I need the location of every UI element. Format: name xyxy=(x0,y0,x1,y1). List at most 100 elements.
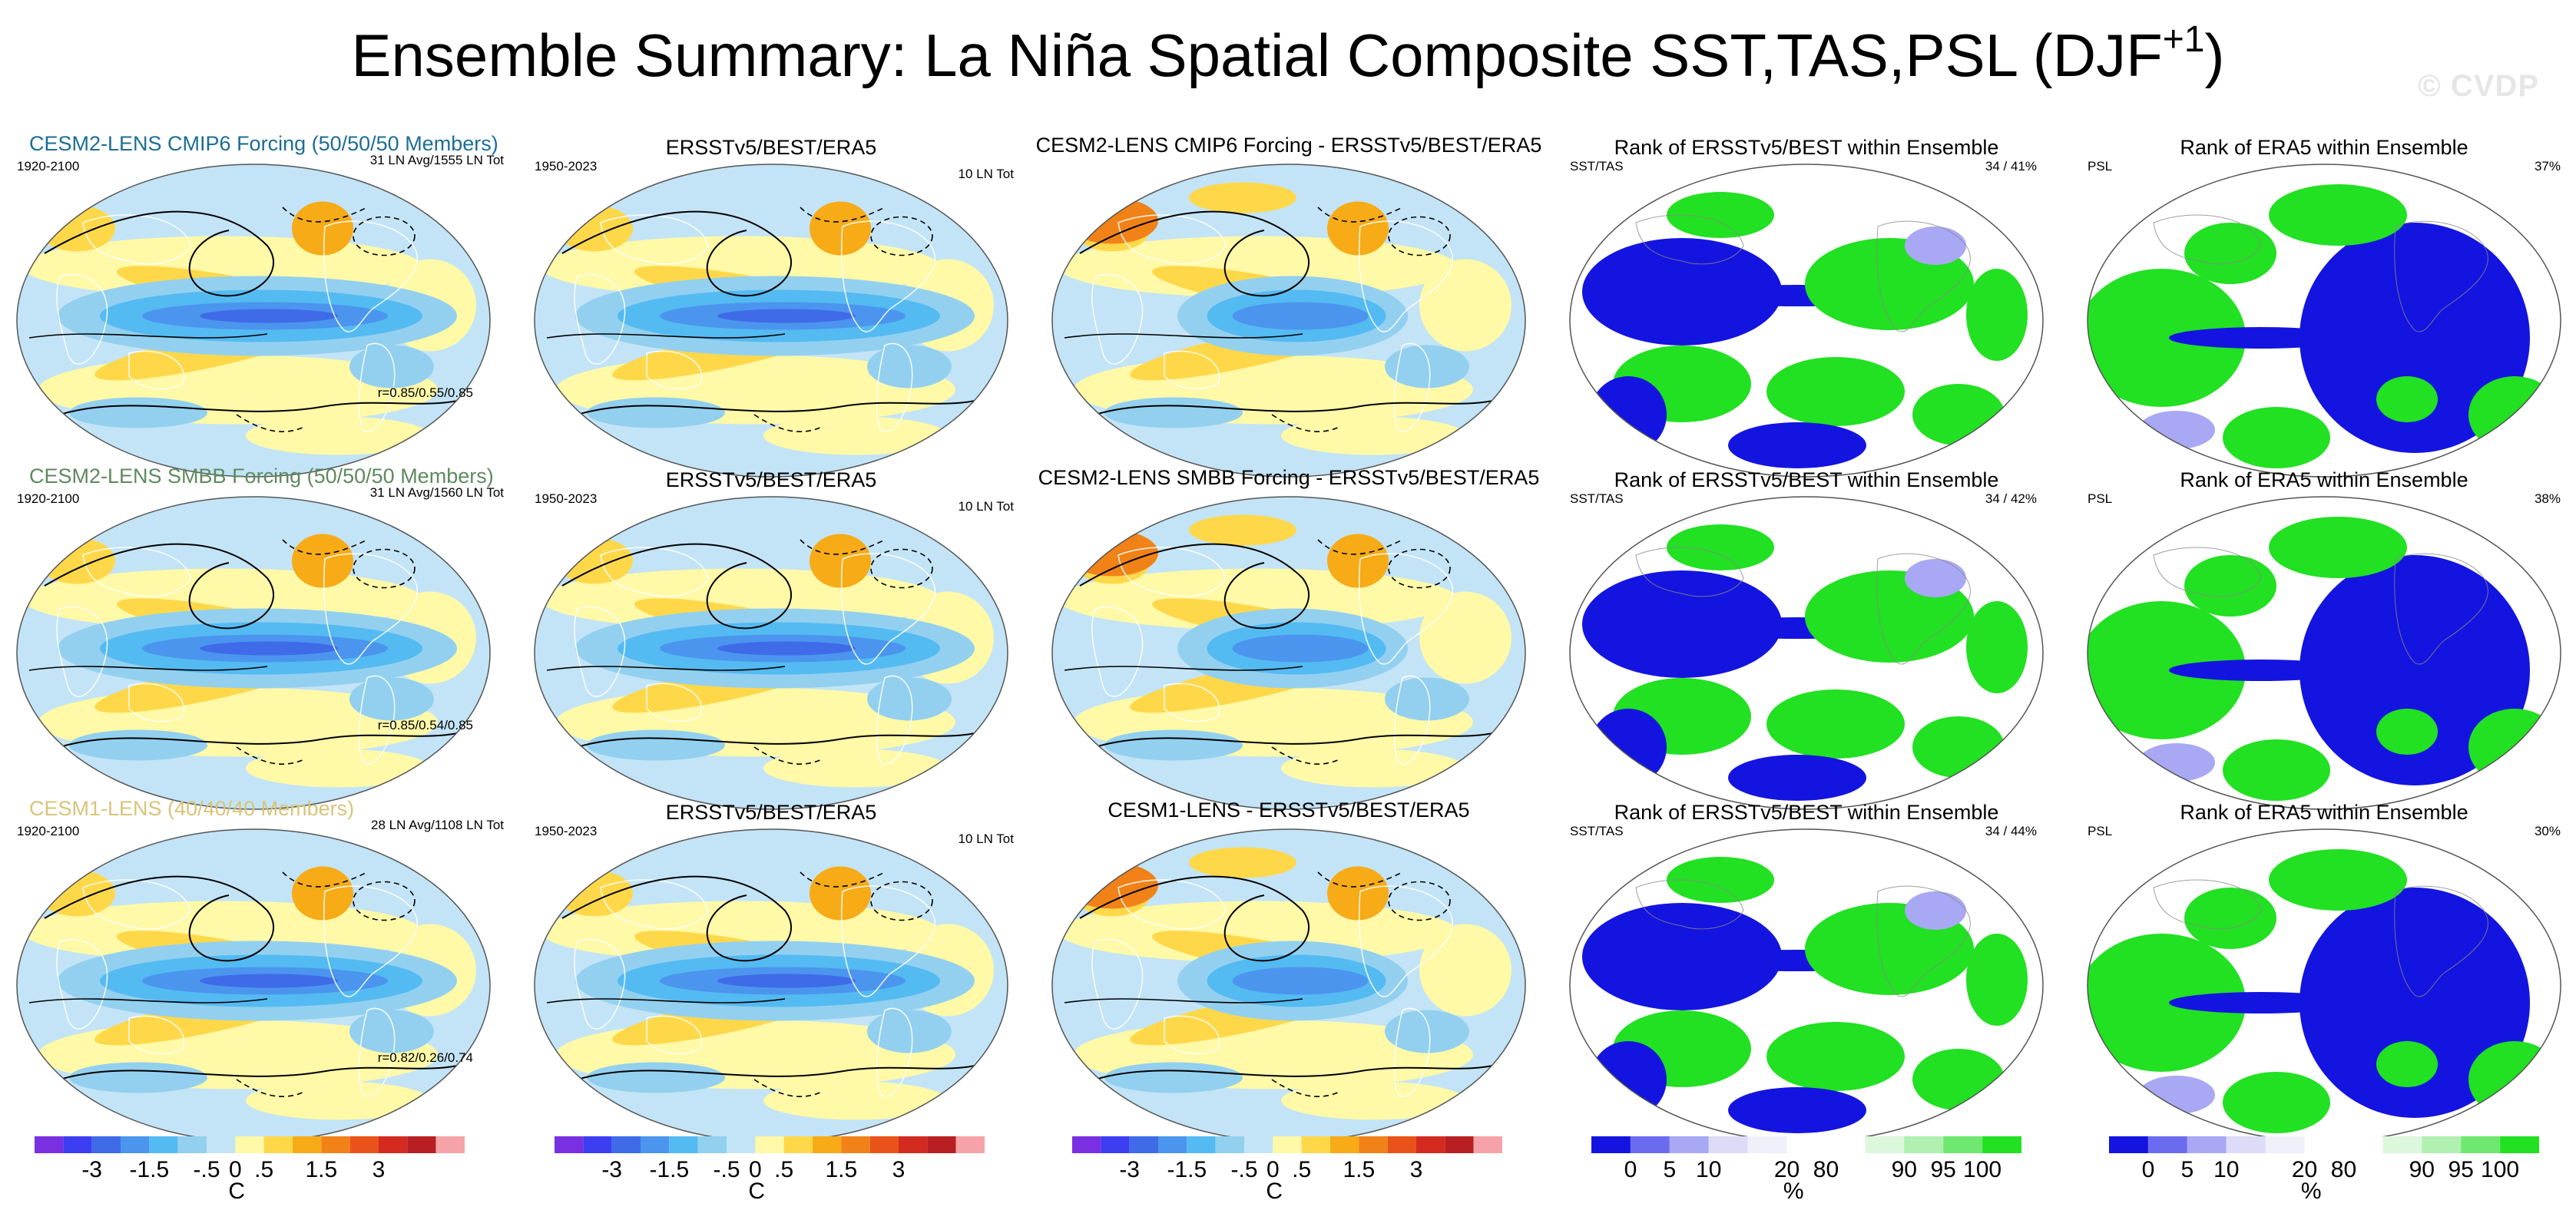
rank-sst-percent: 34 / 41% xyxy=(1985,159,2037,174)
diff-panel-title: CESM1-LENS - ERSSTv5/BEST/ERA5 xyxy=(1108,798,1470,822)
colorbar-tick-label: 3 xyxy=(372,1157,386,1182)
colorbar-swatch xyxy=(1101,1136,1130,1153)
colorbar-temp-1 xyxy=(35,1136,465,1153)
rank-psl-variable: PSL xyxy=(2088,159,2113,174)
colorbar-tick-label: 20 xyxy=(2291,1157,2318,1182)
colorbar-tick-label: -.5 xyxy=(193,1157,220,1182)
model-correlation: r=0.82/0.26/0.74 xyxy=(377,1050,473,1065)
colorbar-tick-label: 5 xyxy=(1663,1157,1677,1182)
colorbar-swatch xyxy=(899,1136,928,1153)
colorbar-swatch xyxy=(1301,1136,1330,1153)
colorbar-tick-label: -3 xyxy=(81,1157,102,1182)
map-r2-c2 xyxy=(534,496,1008,810)
colorbar-tick-label: .5 xyxy=(774,1157,794,1182)
colorbar-tick-label: 0 xyxy=(228,1157,242,1182)
colorbar-swatch xyxy=(2304,1136,2344,1153)
colorbar-tick-label: 5 xyxy=(2180,1157,2194,1182)
colorbar-swatch xyxy=(1215,1136,1244,1153)
colorbar-swatch xyxy=(727,1136,756,1153)
rank-sst-variable: SST/TAS xyxy=(1570,159,1624,174)
colorbar-swatch xyxy=(207,1136,236,1153)
colorbar-swatch xyxy=(1273,1136,1302,1153)
map-r3-c5 xyxy=(2087,828,2561,1142)
panel-r3-c4 xyxy=(1567,826,2046,1145)
panel-r1-c2 xyxy=(531,161,1011,480)
colorbar-tick-label: 3 xyxy=(892,1157,906,1182)
obs-counts: 10 LN Tot xyxy=(958,167,1014,181)
figure-title: Ensemble Summary: La Niña Spatial Compos… xyxy=(0,17,2576,94)
colorbar-unit: C xyxy=(1266,1179,1283,1204)
map-r1-c3 xyxy=(1051,164,1526,478)
rank-psl-variable: PSL xyxy=(2088,491,2113,506)
colorbar-swatch xyxy=(407,1136,436,1153)
rank-psl-panel-title: Rank of ERA5 within Ensemble xyxy=(2180,468,2468,491)
model-correlation: r=0.85/0.55/0.85 xyxy=(377,385,473,400)
panel-r2-c3 xyxy=(1049,494,1528,812)
model-panel-title: CESM2-LENS SMBB Forcing (50/50/50 Member… xyxy=(29,465,494,488)
rank-sst-panel-title: Rank of ERSSTv5/BEST within Ensemble xyxy=(1614,468,1999,491)
obs-counts: 10 LN Tot xyxy=(958,832,1014,846)
colorbar-swatch xyxy=(1158,1136,1187,1153)
rank-sst-panel-title: Rank of ERSSTv5/BEST within Ensemble xyxy=(1614,136,1999,159)
rank-psl-percent: 30% xyxy=(2534,824,2561,838)
map-r2-c5 xyxy=(2087,496,2561,810)
map-r2-c4 xyxy=(1569,496,2044,810)
colorbar-swatch xyxy=(869,1136,899,1153)
model-period: 1920-2100 xyxy=(17,824,80,838)
colorbar-tick-label: .5 xyxy=(1292,1157,1312,1182)
colorbar-swatch xyxy=(927,1136,956,1153)
colorbar-tick-label: -.5 xyxy=(713,1157,740,1182)
colorbar-swatch xyxy=(1904,1136,1944,1153)
panel-r2-c4 xyxy=(1567,494,2046,812)
obs-period: 1950-2023 xyxy=(535,824,598,838)
colorbar-tick-label: -1.5 xyxy=(1167,1157,1207,1182)
rank-psl-panel-title: Rank of ERA5 within Ensemble xyxy=(2180,801,2468,824)
colorbar-swatch xyxy=(2461,1136,2501,1153)
obs-period: 1950-2023 xyxy=(535,159,598,174)
colorbar-swatch xyxy=(755,1136,784,1153)
colorbar-temp-3 xyxy=(1072,1136,1502,1153)
model-counts: 31 LN Avg/1560 LN Tot xyxy=(369,485,504,500)
colorbar-swatch xyxy=(1359,1136,1388,1153)
map-r1-c1 xyxy=(16,164,491,478)
colorbar-tick-label: 95 xyxy=(1930,1157,1956,1182)
colorbar-swatch xyxy=(1445,1136,1474,1153)
rank-psl-percent: 37% xyxy=(2534,159,2561,174)
colorbar-swatch xyxy=(1826,1136,1866,1153)
colorbar-swatch xyxy=(1630,1136,1670,1153)
colorbar-swatch xyxy=(1187,1136,1216,1153)
colorbar-swatch xyxy=(2500,1136,2539,1153)
colorbar-swatch xyxy=(1669,1136,1709,1153)
colorbar-swatch xyxy=(63,1136,92,1153)
colorbar-tick-label: 95 xyxy=(2448,1157,2474,1182)
colorbar-tick-label: .5 xyxy=(254,1157,274,1182)
colorbar-tick-label: -.5 xyxy=(1230,1157,1258,1182)
colorbar-swatch xyxy=(2265,1136,2305,1153)
colorbar-swatch xyxy=(263,1136,293,1153)
colorbar-swatch xyxy=(2343,1136,2383,1153)
panel-r2-c5 xyxy=(2084,494,2564,812)
colorbar-swatch xyxy=(955,1136,985,1153)
figure-title-close: ) xyxy=(2204,21,2225,89)
colorbar-swatch xyxy=(1982,1136,2021,1153)
colorbar-swatch xyxy=(1708,1136,1748,1153)
figure-title-text: Ensemble Summary: La Niña Spatial Compos… xyxy=(351,21,2163,89)
panel-r1-c1 xyxy=(14,161,493,480)
watermark: © CVDP xyxy=(2418,69,2539,103)
colorbar-tick-label: 0 xyxy=(1266,1157,1280,1182)
colorbar-swatch xyxy=(1943,1136,1983,1153)
colorbar-swatch xyxy=(641,1136,670,1153)
colorbar-tick-label: 80 xyxy=(2330,1157,2357,1182)
colorbar-swatch xyxy=(1416,1136,1445,1153)
colorbar-temp-2 xyxy=(555,1136,985,1153)
map-r3-c4 xyxy=(1569,828,2044,1142)
colorbar-swatch xyxy=(349,1136,379,1153)
obs-panel-title: ERSSTv5/BEST/ERA5 xyxy=(665,136,877,159)
colorbar-swatch xyxy=(435,1136,465,1153)
colorbar-swatch xyxy=(1072,1136,1101,1153)
map-r3-c1 xyxy=(16,828,491,1142)
map-r3-c2 xyxy=(534,828,1008,1142)
figure-title-sup: +1 xyxy=(2162,19,2205,60)
colorbar-tick-label: 10 xyxy=(2213,1157,2240,1182)
colorbar-swatch xyxy=(555,1136,584,1153)
